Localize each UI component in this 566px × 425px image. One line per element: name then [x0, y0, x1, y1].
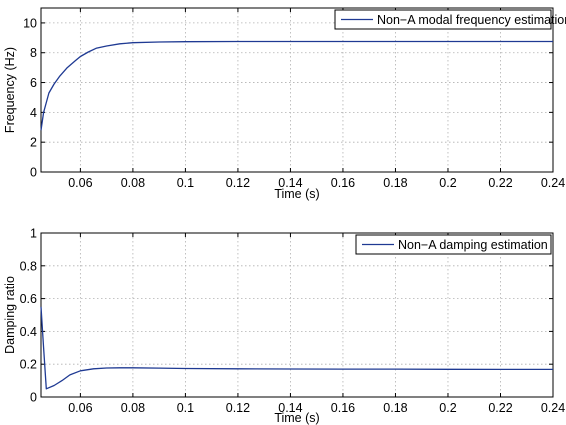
- x-tick-label: 0.18: [383, 401, 407, 415]
- damping-chart: 0.06 0.08 0.1 0.12 0.14 0.16 0.18 0.2 0.22 0.24 0 0…: [3, 227, 565, 425]
- y-tick-label: 6: [30, 76, 37, 90]
- y-tick-label: 1: [30, 227, 37, 241]
- legend-label: Non−A modal frequency estimation: [377, 13, 566, 27]
- y-tick-label: 2: [30, 136, 37, 150]
- y-tick-label: 10: [23, 16, 37, 30]
- y-axis-label: Frequency (Hz): [3, 47, 17, 133]
- x-tick-label: 0.22: [488, 176, 512, 190]
- x-tick-label: 0.16: [331, 401, 355, 415]
- x-tick-label: 0.14: [278, 176, 302, 190]
- x-tick-label: 0.14: [278, 401, 302, 415]
- x-tick-label: 0.2: [439, 176, 456, 190]
- x-tick-label: 0.06: [68, 401, 92, 415]
- y-tick-label: 0.4: [20, 325, 37, 339]
- x-tick-label: 0.1: [177, 176, 194, 190]
- y-tick-label: 4: [30, 106, 37, 120]
- legend-box: [355, 234, 552, 255]
- series-line: [40, 306, 553, 390]
- x-tick-label: 0.22: [488, 401, 512, 415]
- x-tick-label: 0.2: [439, 401, 456, 415]
- x-tick-label: 0.08: [121, 401, 145, 415]
- plot-frame: [40, 7, 554, 173]
- y-tick-label: 8: [30, 46, 37, 60]
- series-line: [40, 40, 553, 131]
- legend-label: Non−A damping estimation: [398, 238, 548, 252]
- y-tick-label: 0.6: [20, 292, 37, 306]
- y-tick-label: 0.8: [20, 259, 37, 273]
- x-tick-label: 0.24: [541, 176, 565, 190]
- x-tick-label: 0.1: [177, 401, 194, 415]
- x-tick-label: 0.06: [68, 176, 92, 190]
- legend-box: [334, 9, 552, 30]
- x-tick-label: 0.16: [331, 176, 355, 190]
- y-tick-label: 0.2: [20, 358, 37, 372]
- y-tick-label: 0: [30, 391, 37, 405]
- x-tick-label: 0.24: [541, 401, 565, 415]
- plot-frame: [40, 232, 554, 398]
- frequency-chart: 0.06 0.08 0.1 0.12 0.14 0.16 0.18 0.2 0.22 0.24 0 2…: [3, 7, 566, 201]
- x-axis-label: Time (s): [274, 187, 319, 201]
- x-tick-label: 0.12: [226, 401, 250, 415]
- x-tick-label: 0.18: [383, 176, 407, 190]
- x-tick-label: 0.12: [226, 176, 250, 190]
- y-tick-label: 0: [30, 166, 37, 180]
- x-axis-label: Time (s): [274, 411, 319, 425]
- y-axis-label: Damping ratio: [3, 276, 17, 354]
- x-tick-label: 0.08: [121, 176, 145, 190]
